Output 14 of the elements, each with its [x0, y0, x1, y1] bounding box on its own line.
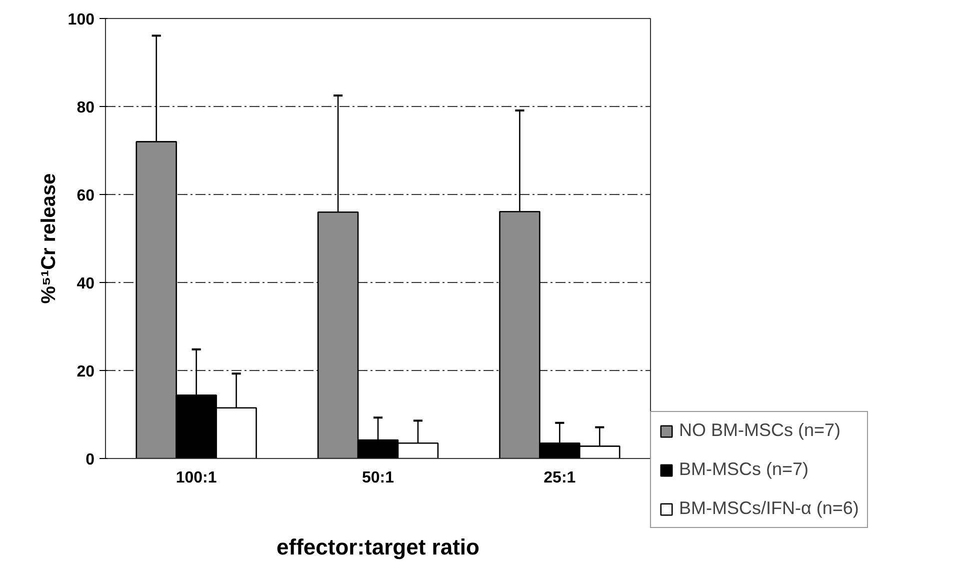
legend-label: BM-MSCs/IFN-α (n=6): [679, 498, 859, 519]
y-tick-label: 60: [76, 188, 95, 204]
y-tick-label: 80: [76, 100, 95, 116]
x-tick-label: 25:1: [544, 470, 576, 486]
y-tick-label: 0: [86, 452, 95, 468]
legend-label: NO BM-MSCs (n=7): [679, 420, 841, 441]
x-tick-label: 50:1: [362, 470, 394, 486]
y-tick-label: 20: [76, 364, 95, 380]
x-axis-title: effector:target ratio: [276, 534, 480, 560]
legend-label: BM-MSCs (n=7): [679, 459, 809, 480]
y-axis-title: %⁵¹Cr release: [38, 173, 60, 304]
y-tick-label: 40: [76, 276, 95, 292]
x-tick-label: 100:1: [176, 470, 217, 486]
y-tick-label: 100: [68, 12, 95, 28]
